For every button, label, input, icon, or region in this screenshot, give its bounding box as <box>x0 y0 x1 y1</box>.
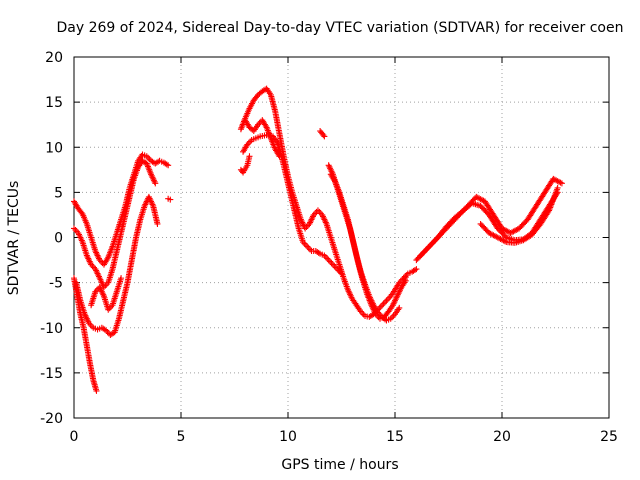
data-point <box>554 184 561 191</box>
axis-ticks <box>73 56 610 419</box>
y-tick-label: 20 <box>45 50 63 66</box>
x-tick-label: 25 <box>600 429 618 445</box>
series-track-11 <box>317 128 328 140</box>
data-point <box>118 275 125 282</box>
data-point-fill <box>328 260 335 267</box>
series-track-5 <box>88 275 125 313</box>
y-tick-label: -15 <box>40 366 63 382</box>
data-point <box>276 153 283 160</box>
series-track-8 <box>240 131 345 277</box>
y-tick-label: -5 <box>49 276 63 292</box>
data-point-fill <box>384 296 391 303</box>
data-point <box>413 266 420 273</box>
data-point-fill <box>163 161 170 168</box>
y-axis-label: SDTVAR / TECUs <box>6 181 22 296</box>
data-point <box>558 180 565 187</box>
data-point <box>165 162 172 169</box>
series-track-2 <box>71 157 159 291</box>
y-tick-label: 10 <box>45 140 63 156</box>
data-point <box>402 274 409 281</box>
x-tick-label: 5 <box>177 429 186 445</box>
series-track-6 <box>165 195 174 203</box>
data-point-fill <box>545 208 552 215</box>
data-point-fill <box>380 300 387 307</box>
data-point <box>71 225 77 232</box>
x-tick-label: 0 <box>70 429 79 445</box>
series-track-4 <box>73 193 161 338</box>
x-tick-label: 15 <box>386 429 404 445</box>
data-point-fill <box>501 238 508 245</box>
series-track-9 <box>242 117 283 160</box>
data-point-fill <box>307 246 314 253</box>
data-point-fill <box>72 226 79 233</box>
data-point <box>246 153 253 160</box>
data-point-fill <box>332 264 339 271</box>
x-axis-label: GPS time / hours <box>281 457 398 473</box>
series-track-7 <box>237 85 420 320</box>
data-point-fill <box>324 255 331 262</box>
data-point-fill <box>78 209 85 216</box>
data-point <box>154 220 161 227</box>
data-point-fill <box>331 263 338 270</box>
data-point <box>383 297 390 304</box>
data-point-fill <box>377 303 384 310</box>
data-point <box>93 387 100 394</box>
data-point-fill <box>302 242 309 249</box>
data-point <box>329 261 336 268</box>
chart-title: Day 269 of 2024, Sidereal Day-to-day VTE… <box>57 20 624 36</box>
x-tick-labels: 0 5 10 15 20 25 <box>70 429 618 445</box>
data-point-fill <box>411 266 418 273</box>
data-point-fill <box>315 249 322 256</box>
y-tick-labels: -20 -15 -10 -5 0 5 10 15 20 <box>40 50 63 427</box>
data-point-fill <box>275 151 282 158</box>
series-track-17 <box>400 274 409 286</box>
y-tick-label: 15 <box>45 95 63 111</box>
data-point <box>379 302 386 309</box>
y-tick-label: -10 <box>40 321 63 337</box>
data-point <box>396 304 403 311</box>
data-series <box>71 85 565 394</box>
y-tick-label: 5 <box>54 185 63 201</box>
data-point-fill <box>316 208 323 215</box>
data-point-fill <box>382 299 389 306</box>
data-point-fill <box>327 258 334 265</box>
data-point <box>304 243 311 250</box>
series-track-16 <box>477 184 561 246</box>
data-point <box>321 133 328 140</box>
data-point <box>152 180 159 187</box>
data-point <box>325 257 332 264</box>
x-tick-label: 20 <box>493 429 511 445</box>
data-point <box>314 207 321 214</box>
x-tick-label: 10 <box>279 429 297 445</box>
y-tick-label: -20 <box>40 411 63 427</box>
data-point-fill <box>305 245 312 252</box>
series-track-10 <box>237 153 253 176</box>
series-track-13 <box>327 171 403 324</box>
data-point <box>167 196 174 203</box>
data-point-fill <box>557 179 564 186</box>
data-point-fill <box>320 132 327 139</box>
data-point <box>338 270 345 277</box>
y-tick-label: 0 <box>54 231 63 247</box>
series-track-3 <box>71 275 100 394</box>
